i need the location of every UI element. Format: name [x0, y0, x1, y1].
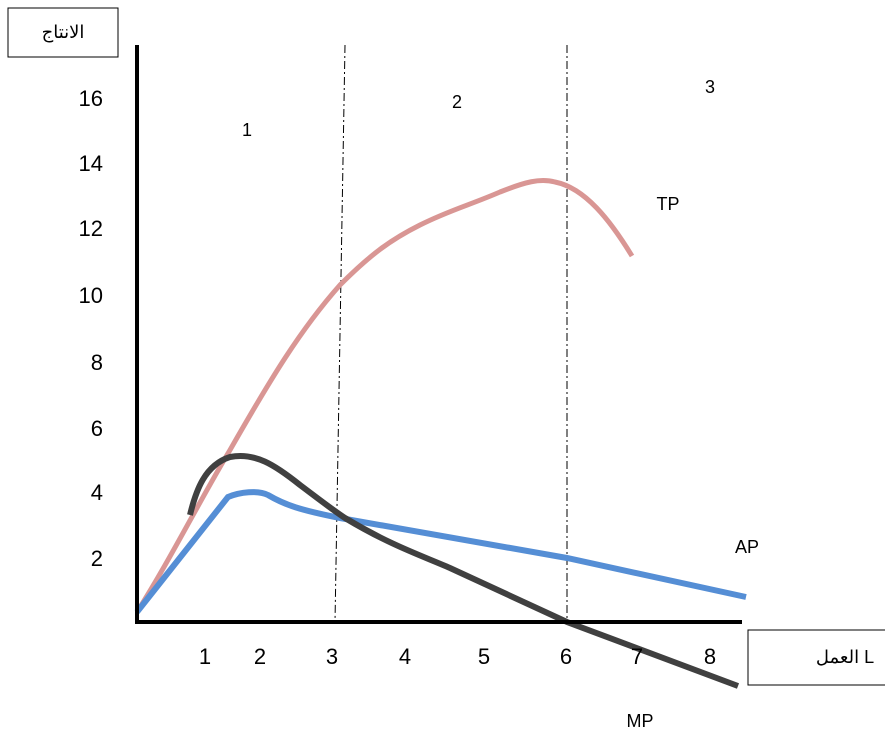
x-axis-title: العمل L [816, 647, 874, 667]
x-tick-label: 3 [326, 644, 338, 669]
ap-label: AP [735, 537, 759, 557]
x-tick-label: 8 [704, 644, 716, 669]
tp-curve [134, 177, 635, 614]
stage-boundary [334, 44, 346, 623]
y-tick-label: 16 [79, 86, 103, 111]
x-tick-label: 1 [199, 644, 211, 669]
y-title-box [7, 7, 119, 58]
region-label: 1 [242, 120, 252, 140]
x-tick-label: 6 [560, 644, 572, 669]
y-tick-label: 6 [91, 416, 103, 441]
region-label: 2 [452, 92, 462, 112]
mp-curve [187, 453, 740, 689]
x-tick-label: 4 [399, 644, 411, 669]
x-tick-label: 5 [478, 644, 490, 669]
y-axis-title: الانتاج [42, 22, 85, 43]
mp-label: MP [627, 711, 654, 731]
x-title-box [747, 629, 885, 686]
y-tick-label: 10 [79, 283, 103, 308]
y-tick-label: 2 [91, 546, 103, 571]
y-tick-label: 4 [91, 480, 103, 505]
y-tick-label: 12 [79, 216, 103, 241]
tp-label: TP [656, 194, 679, 214]
y-tick-label: 14 [79, 151, 103, 176]
x-tick-label: 7 [631, 644, 643, 669]
y-tick-label: 8 [91, 350, 103, 375]
ap-curve [134, 489, 747, 614]
region-label: 3 [705, 77, 715, 97]
x-tick-label: 2 [254, 644, 266, 669]
